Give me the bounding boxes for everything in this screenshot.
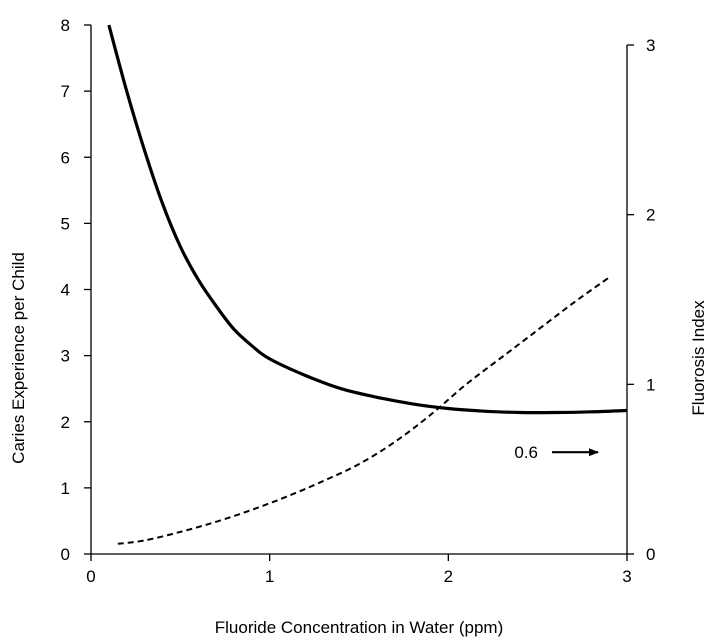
y-right-tick-label: 0 [646, 545, 655, 564]
y-right-tick-label: 1 [646, 375, 655, 394]
caries-experience-line [107, 24, 628, 415]
x-axis-title: Fluoride Concentration in Water (ppm) [215, 618, 504, 637]
y-left-tick-label: 2 [61, 413, 70, 432]
x-tick-label: 1 [265, 567, 274, 586]
y-axis-left-title: Caries Experience per Child [9, 252, 28, 464]
x-tick-label: 3 [622, 567, 631, 586]
y-right-tick-label: 2 [646, 206, 655, 225]
y-left-tick-label: 1 [61, 479, 70, 498]
y-left-tick-label: 8 [61, 16, 70, 35]
y-left-tick-label: 4 [61, 281, 70, 300]
y-left-tick-label: 5 [61, 214, 70, 233]
y-left-tick-label: 6 [61, 148, 70, 167]
y-left-tick-label: 3 [61, 347, 70, 366]
annotation-label: 0.6 [514, 443, 538, 462]
y-left-tick-label: 7 [61, 82, 70, 101]
x-tick-label: 0 [86, 567, 95, 586]
y-left-tick-label: 0 [61, 545, 70, 564]
y-axis-right-title: Fluorosis Index [689, 300, 708, 416]
y-right-tick-label: 3 [646, 36, 655, 55]
fluorosis-index-line [117, 276, 610, 545]
x-tick-label: 2 [444, 567, 453, 586]
